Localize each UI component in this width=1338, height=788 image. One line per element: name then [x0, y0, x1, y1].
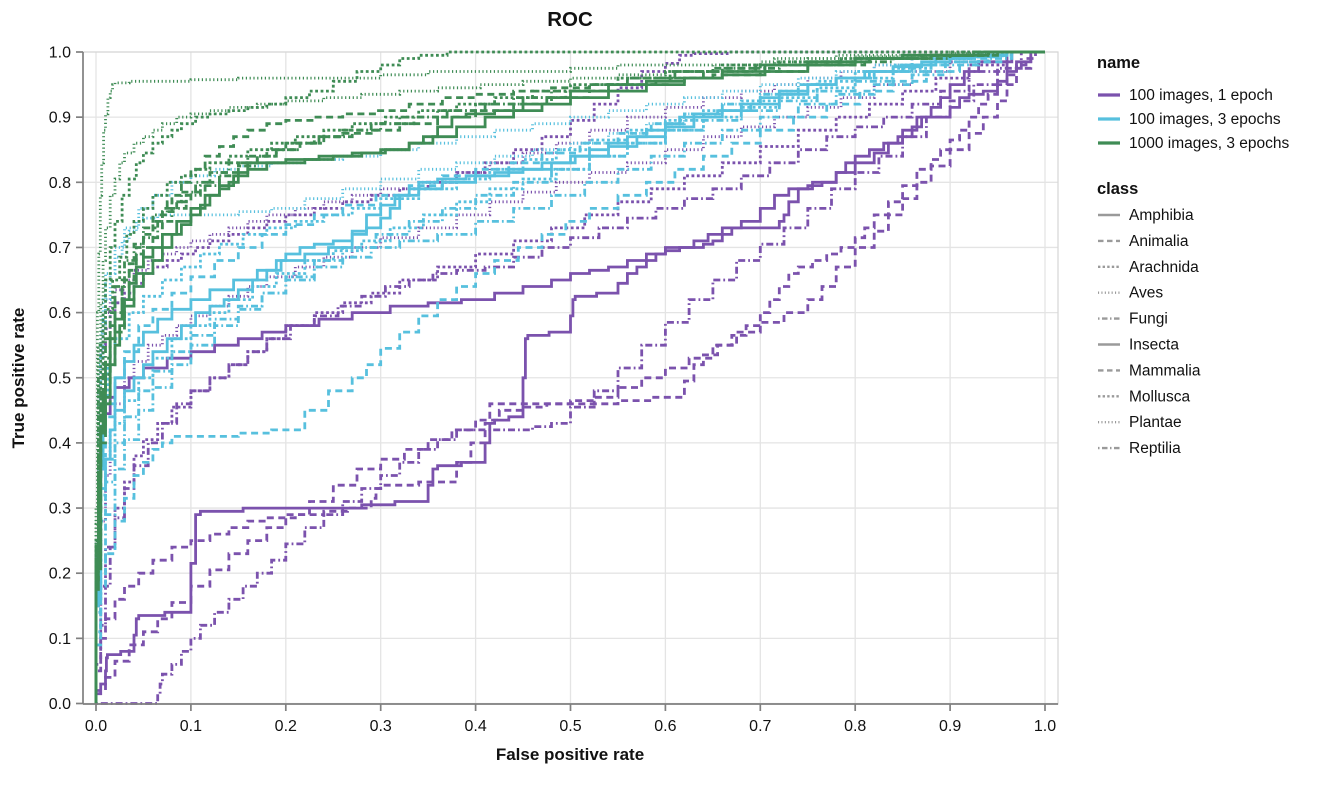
- roc-curve: [94, 50, 1045, 704]
- x-tick-label: 0.6: [654, 718, 676, 735]
- legend-class-item: Aves: [1129, 285, 1163, 302]
- roc-curve: [94, 50, 1045, 704]
- roc-curve: [94, 50, 1045, 704]
- roc-curve: [96, 50, 1045, 705]
- legend-class-title: class: [1097, 180, 1138, 198]
- legend-name-title: name: [1097, 54, 1140, 72]
- legend-class-item: Animalia: [1129, 233, 1189, 250]
- x-tick-label: 0.7: [749, 718, 771, 735]
- roc-curve: [94, 50, 1045, 704]
- legend-class-item: Reptilia: [1129, 440, 1181, 457]
- y-tick-label: 0.1: [49, 631, 71, 648]
- roc-curve: [94, 50, 1045, 704]
- roc-curves: [94, 50, 1045, 705]
- x-tick-label: 0.1: [180, 718, 202, 735]
- x-tick-label: 0.4: [464, 718, 486, 735]
- legend-class-item: Amphibia: [1129, 207, 1194, 224]
- roc-curve: [94, 50, 1045, 704]
- y-axis-title: True positive rate: [9, 308, 28, 449]
- y-tick-label: 0.8: [49, 175, 71, 192]
- roc-curve: [94, 50, 1045, 704]
- legend-class-item: Plantae: [1129, 414, 1182, 431]
- roc-curve: [94, 50, 1045, 704]
- y-tick-label: 0.5: [49, 370, 71, 387]
- roc-curve: [94, 50, 1045, 704]
- legend-class-item: Mollusca: [1129, 388, 1191, 405]
- legend-class-item: Arachnida: [1129, 259, 1199, 276]
- y-tick-label: 0.3: [49, 501, 71, 518]
- roc-curve: [94, 50, 1045, 704]
- legend-class-item: Fungi: [1129, 311, 1168, 328]
- y-tick-label: 0.2: [49, 566, 71, 583]
- legend: name 100 images, 1 epoch 100 images, 3 epo…: [1097, 54, 1290, 457]
- roc-curve: [94, 50, 1045, 704]
- y-tick-label: 0.7: [49, 240, 71, 257]
- x-axis-title: False positive rate: [496, 745, 644, 764]
- y-tick-label: 0.4: [49, 435, 71, 452]
- x-tick-label: 1.0: [1034, 718, 1056, 735]
- roc-curve: [94, 50, 1045, 704]
- roc-curve: [94, 50, 1045, 704]
- legend-name-item: 100 images, 3 epochs: [1129, 111, 1281, 128]
- x-tick-label: 0.2: [275, 718, 297, 735]
- legend-class-item: Insecta: [1129, 337, 1179, 354]
- axes: 0.0 0.1 0.2 0.3 0.4 0.5 0.6 0.7 0.8 0.9 1.0 0.0 0.1 0…: [49, 45, 1058, 735]
- legend-class-item: Mammalia: [1129, 362, 1201, 379]
- chart-title: ROC: [547, 8, 593, 31]
- y-tick-label: 0.6: [49, 305, 71, 322]
- y-tick-label: 0.9: [49, 110, 71, 127]
- roc-curve: [94, 50, 1045, 704]
- roc-curve: [94, 50, 1045, 704]
- legend-name-item: 100 images, 1 epoch: [1129, 87, 1273, 104]
- y-tick-label: 0.0: [49, 696, 71, 713]
- x-tick-label: 0.0: [85, 718, 107, 735]
- x-tick-label: 0.5: [559, 718, 581, 735]
- roc-curve: [94, 50, 1045, 704]
- x-tick-label: 0.9: [939, 718, 961, 735]
- y-tick-label: 1.0: [49, 45, 71, 62]
- roc-curve: [94, 50, 1045, 704]
- x-tick-label: 0.3: [370, 718, 392, 735]
- legend-name-item: 1000 images, 3 epochs: [1129, 135, 1290, 152]
- roc-curve: [94, 50, 1045, 704]
- x-tick-label: 0.8: [844, 718, 866, 735]
